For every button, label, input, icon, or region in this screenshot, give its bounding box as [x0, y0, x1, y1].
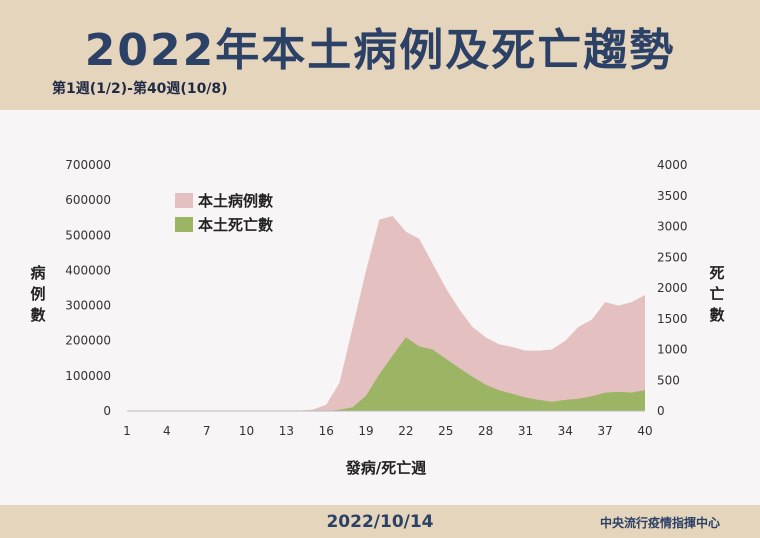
y-left-tick-label: 600000 — [65, 193, 111, 207]
page-subtitle: 第1週(1/2)-第40週(10/8) — [52, 81, 228, 97]
y-left-tick-label: 500000 — [65, 228, 111, 242]
header-band — [0, 0, 760, 110]
deaths-area — [127, 337, 645, 411]
x-tick-label: 7 — [203, 424, 211, 438]
legend-swatch-deaths — [175, 217, 193, 232]
legend-swatch-cases — [175, 193, 193, 208]
legend-label-deaths: 本土死亡數 — [198, 216, 273, 234]
y-right-axis-title: 死亡數 — [709, 264, 724, 324]
y-right-tick-label: 2000 — [657, 281, 688, 295]
y-left-tick-label: 100000 — [65, 369, 111, 383]
x-tick-label: 28 — [478, 424, 493, 438]
footer-band: 2022/10/14 中央流行疫情指揮中心 — [0, 505, 760, 538]
y-right-tick-label: 4000 — [657, 158, 688, 172]
y-right-tick-label: 2500 — [657, 250, 688, 264]
x-tick-label: 22 — [398, 424, 413, 438]
x-tick-label: 37 — [598, 424, 613, 438]
x-tick-label: 34 — [558, 424, 573, 438]
release-date: 2022/10/14 — [326, 512, 434, 532]
x-tick-label: 19 — [358, 424, 373, 438]
y-right-tick-label: 3500 — [657, 189, 688, 203]
x-tick-label: 13 — [279, 424, 294, 438]
x-axis-title: 發病/死亡週 — [345, 459, 426, 477]
y-right-tick-label: 1500 — [657, 312, 688, 326]
cases-area — [127, 216, 645, 411]
x-tick-label: 4 — [163, 424, 171, 438]
source-label: 中央流行疫情指揮中心 — [599, 516, 720, 530]
x-tick-label: 31 — [518, 424, 533, 438]
y-left-tick-label: 0 — [103, 404, 111, 418]
y-right-tick-label: 500 — [657, 373, 680, 387]
y-right-tick-label: 0 — [657, 404, 665, 418]
y-right-tick-label: 1000 — [657, 343, 688, 357]
x-tick-label: 16 — [319, 424, 334, 438]
legend-label-cases: 本土病例數 — [198, 192, 273, 210]
y-left-axis-title: 病例數 — [30, 264, 45, 324]
x-tick-label: 10 — [239, 424, 254, 438]
page-title: 2022年本土病例及死亡趨勢 — [84, 25, 676, 76]
y-left-tick-label: 300000 — [65, 299, 111, 313]
y-left-tick-label: 700000 — [65, 158, 111, 172]
x-tick-label: 40 — [637, 424, 652, 438]
y-left-tick-label: 200000 — [65, 334, 111, 348]
x-tick-label: 1 — [123, 424, 131, 438]
x-tick-label: 25 — [438, 424, 453, 438]
y-right-tick-label: 3000 — [657, 220, 688, 234]
y-left-tick-label: 400000 — [65, 263, 111, 277]
